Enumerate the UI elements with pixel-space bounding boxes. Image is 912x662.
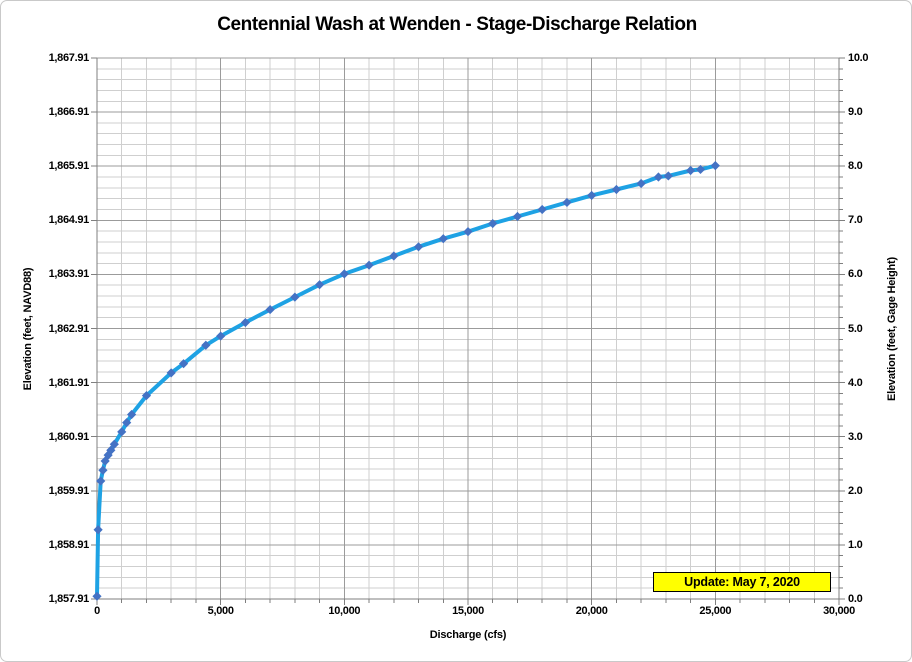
left-axis-title: Elevation (feet, NAVD88) bbox=[22, 267, 34, 391]
data-point-marker bbox=[166, 368, 176, 378]
right-axis-tick-label: 8.0 bbox=[848, 160, 863, 173]
right-axis-tick-label: 2.0 bbox=[848, 484, 863, 497]
x-axis-tick-label: 30,000 bbox=[823, 605, 855, 617]
right-axis-tick-label: 10.0 bbox=[848, 52, 869, 64]
chart-title: Centennial Wash at Wenden - Stage-Discha… bbox=[217, 14, 697, 35]
right-axis-tick-label: 3.0 bbox=[848, 430, 863, 443]
left-axis-tick-label: 1,867.91 bbox=[48, 52, 90, 64]
x-axis-tick-label: 0 bbox=[94, 605, 100, 617]
plot-canvas bbox=[91, 57, 845, 605]
data-point-marker bbox=[109, 439, 119, 449]
data-point-marker bbox=[488, 218, 498, 229]
left-axis-tick-label: 1,858.91 bbox=[48, 538, 90, 551]
left-axis-tick-label: 1,864.91 bbox=[48, 214, 90, 227]
right-axis-tick-label: 7.0 bbox=[848, 214, 863, 227]
x-axis-tick-label: 20,000 bbox=[575, 605, 608, 617]
left-axis-tick-label: 1,862.91 bbox=[48, 322, 90, 335]
data-point-marker bbox=[636, 178, 646, 189]
left-axis-tick-label: 1,857.91 bbox=[48, 593, 90, 605]
x-axis-title: Discharge (cfs) bbox=[429, 629, 507, 641]
data-point-marker bbox=[611, 184, 621, 195]
right-axis-title: Elevation (feet, Gage Height) bbox=[886, 257, 898, 401]
right-axis-tick-label: 4.0 bbox=[848, 376, 863, 389]
right-axis-tick-label: 5.0 bbox=[848, 322, 863, 335]
data-point-marker bbox=[265, 304, 275, 315]
data-point-marker bbox=[653, 172, 664, 182]
data-point-marker bbox=[216, 331, 226, 341]
left-axis-tick-label: 1,866.91 bbox=[48, 106, 90, 119]
data-point-marker bbox=[389, 251, 399, 261]
data-point-marker bbox=[364, 260, 374, 270]
data-point-marker bbox=[100, 456, 110, 466]
left-axis-tick-label: 1,861.91 bbox=[48, 376, 90, 389]
data-point-marker bbox=[710, 161, 720, 171]
data-point-marker bbox=[537, 204, 547, 215]
data-point-marker bbox=[201, 340, 211, 350]
data-point-marker bbox=[463, 227, 473, 237]
rating-curve-line bbox=[95, 163, 718, 599]
x-axis-tick-label: 25,000 bbox=[699, 605, 732, 617]
data-point-marker bbox=[663, 171, 673, 181]
data-point-marker bbox=[93, 525, 103, 535]
data-point-marker bbox=[438, 234, 448, 244]
x-axis-tick-label: 10,000 bbox=[328, 605, 361, 617]
right-axis-tick-label: 9.0 bbox=[848, 106, 863, 119]
x-axis-tick-label: 5,000 bbox=[207, 605, 234, 617]
data-point-marker bbox=[562, 197, 572, 208]
left-axis-tick-label: 1,863.91 bbox=[48, 268, 90, 281]
update-annotation: Update: May 7, 2020 bbox=[653, 572, 831, 592]
data-point-marker bbox=[686, 165, 696, 176]
data-point-marker bbox=[413, 242, 424, 252]
right-axis-tick-label: 1.0 bbox=[848, 538, 863, 551]
data-point-marker bbox=[587, 190, 597, 201]
data-point-marker bbox=[122, 418, 132, 428]
x-axis-tick-label: 15,000 bbox=[452, 605, 484, 617]
right-axis-tick-label: 6.0 bbox=[848, 268, 863, 281]
data-point-marker bbox=[106, 445, 116, 455]
data-point-marker bbox=[240, 317, 250, 328]
plot-area bbox=[91, 57, 845, 605]
data-point-marker bbox=[96, 476, 106, 486]
left-axis-tick-label: 1,865.91 bbox=[48, 160, 90, 173]
data-point-marker bbox=[98, 465, 108, 475]
data-point-marker bbox=[117, 427, 127, 437]
data-point-marker bbox=[512, 211, 523, 222]
right-axis-tick-label: 0.0 bbox=[848, 593, 863, 605]
data-point-marker bbox=[141, 390, 152, 401]
left-axis-tick-label: 1,860.91 bbox=[48, 430, 90, 443]
data-point-marker bbox=[178, 359, 189, 369]
left-axis-tick-label: 1,859.91 bbox=[48, 484, 90, 497]
